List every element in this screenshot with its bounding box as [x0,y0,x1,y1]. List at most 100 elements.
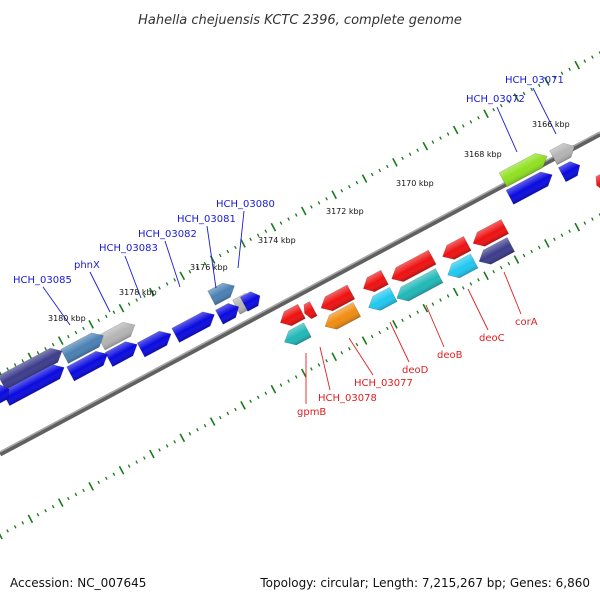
gene-arrow [280,303,306,327]
gene-label-deod: deoD [402,365,429,376]
inner-tick [57,498,64,507]
outer-tick [439,136,442,140]
outer-tick [477,116,480,120]
inner-tick [203,423,207,428]
inner-tick [392,320,398,329]
inner-tick [44,508,47,513]
outer-tick [264,229,268,233]
outer-tick [173,278,177,282]
inner-tick [88,482,94,491]
inner-tick [348,346,351,351]
outer-tick [331,190,338,200]
inner-tick [234,407,237,412]
inner-tick [492,269,495,274]
outer-tick [431,140,435,144]
outer-tick [300,206,307,216]
inner-tick [6,529,9,533]
outer-tick [196,265,199,270]
gene-label-hch-03082: HCH_03082 [138,229,197,240]
gene-arrow [207,282,235,306]
label-leader-line [503,271,522,315]
outer-tick [416,148,420,152]
outer-tick [310,205,313,209]
label-leader-line [89,271,111,313]
label-leader-line [348,337,374,376]
outer-tick [142,294,146,298]
inner-tick [188,432,192,436]
inner-tick [36,513,40,517]
outer-tick [560,71,564,75]
inner-tick [256,395,260,399]
gene-arrow-shade [2,364,65,406]
inner-tick [416,310,420,314]
outer-tick [240,239,246,248]
outer-tick [370,172,374,177]
gene-arrow-shade [442,236,472,260]
inner-tick [439,298,442,302]
inner-tick [340,351,344,355]
gene-arrow-shade [0,384,10,404]
inner-tick [158,448,161,452]
tick-labels: 3166 kbp 3168 kbp 3170 kbp 3172 kbp 3174… [48,120,570,323]
gene-label-hch-03083: HCH_03083 [99,243,158,254]
inner-tick [310,367,313,371]
outer-tick [88,320,94,329]
gene-label-hch-03081: HCH_03081 [177,214,236,225]
inner-tick [0,533,3,540]
inner-tick [27,514,34,524]
outer-tick [6,367,9,371]
gene-arrow-shade [60,332,104,364]
gene-arrow-shade [320,284,355,311]
inner-tick [287,379,290,383]
gene-arrow [239,291,261,312]
inner-tick [226,411,230,416]
gene-arrow [303,301,318,320]
gene-features [0,142,600,406]
gene-arrow-shade [549,143,575,165]
tick-label: 3178 kbp [119,288,157,297]
gene-arrow [447,253,479,279]
inner-tick [325,359,328,363]
gene-arrow [136,330,172,358]
gene-arrow [472,219,510,247]
outer-tick [234,245,237,250]
gene-arrow [368,286,398,311]
outer-tick [105,314,108,319]
gene-arrow-shade [66,351,108,381]
gene-label-cora: corA [515,317,538,328]
outer-tick [279,221,283,225]
inner-tick [568,229,571,233]
outer-tick [574,60,581,70]
outer-tick [483,109,489,119]
inner-tick [553,237,556,242]
gene-arrow [284,322,312,346]
gene-labels: HCH_03071 HCH_03072 HCH_03080 HCH_03081 … [13,75,564,418]
outer-tick [544,77,550,86]
gene-arrow [66,350,108,382]
gene-arrow-shade [391,250,437,282]
inner-tick [142,456,146,460]
tick-label: 3174 kbp [258,236,296,245]
outer-tick [67,334,70,339]
outer-tick [401,156,404,161]
gene-arrow-shade [97,322,135,350]
outer-tick [591,55,594,59]
inner-tick [21,521,25,525]
outer-tick [392,158,398,167]
gene-arrow-shade [396,268,443,302]
inner-tick [477,278,480,282]
inner-tick [82,488,85,493]
gene-label-hch-03077: HCH_03077 [354,378,413,389]
gene-arrow-shade [325,302,361,330]
outer-tick [21,359,25,363]
gene-arrow-shade [280,304,306,326]
inner-tick [135,460,139,464]
inner-tick [13,525,17,529]
gene-arrow [505,171,553,205]
outer-tick [82,326,85,331]
gene-label-hch-03080: HCH_03080 [216,199,275,210]
inner-tick [97,480,101,485]
inner-tick [431,302,435,306]
inner-tick [74,492,78,497]
